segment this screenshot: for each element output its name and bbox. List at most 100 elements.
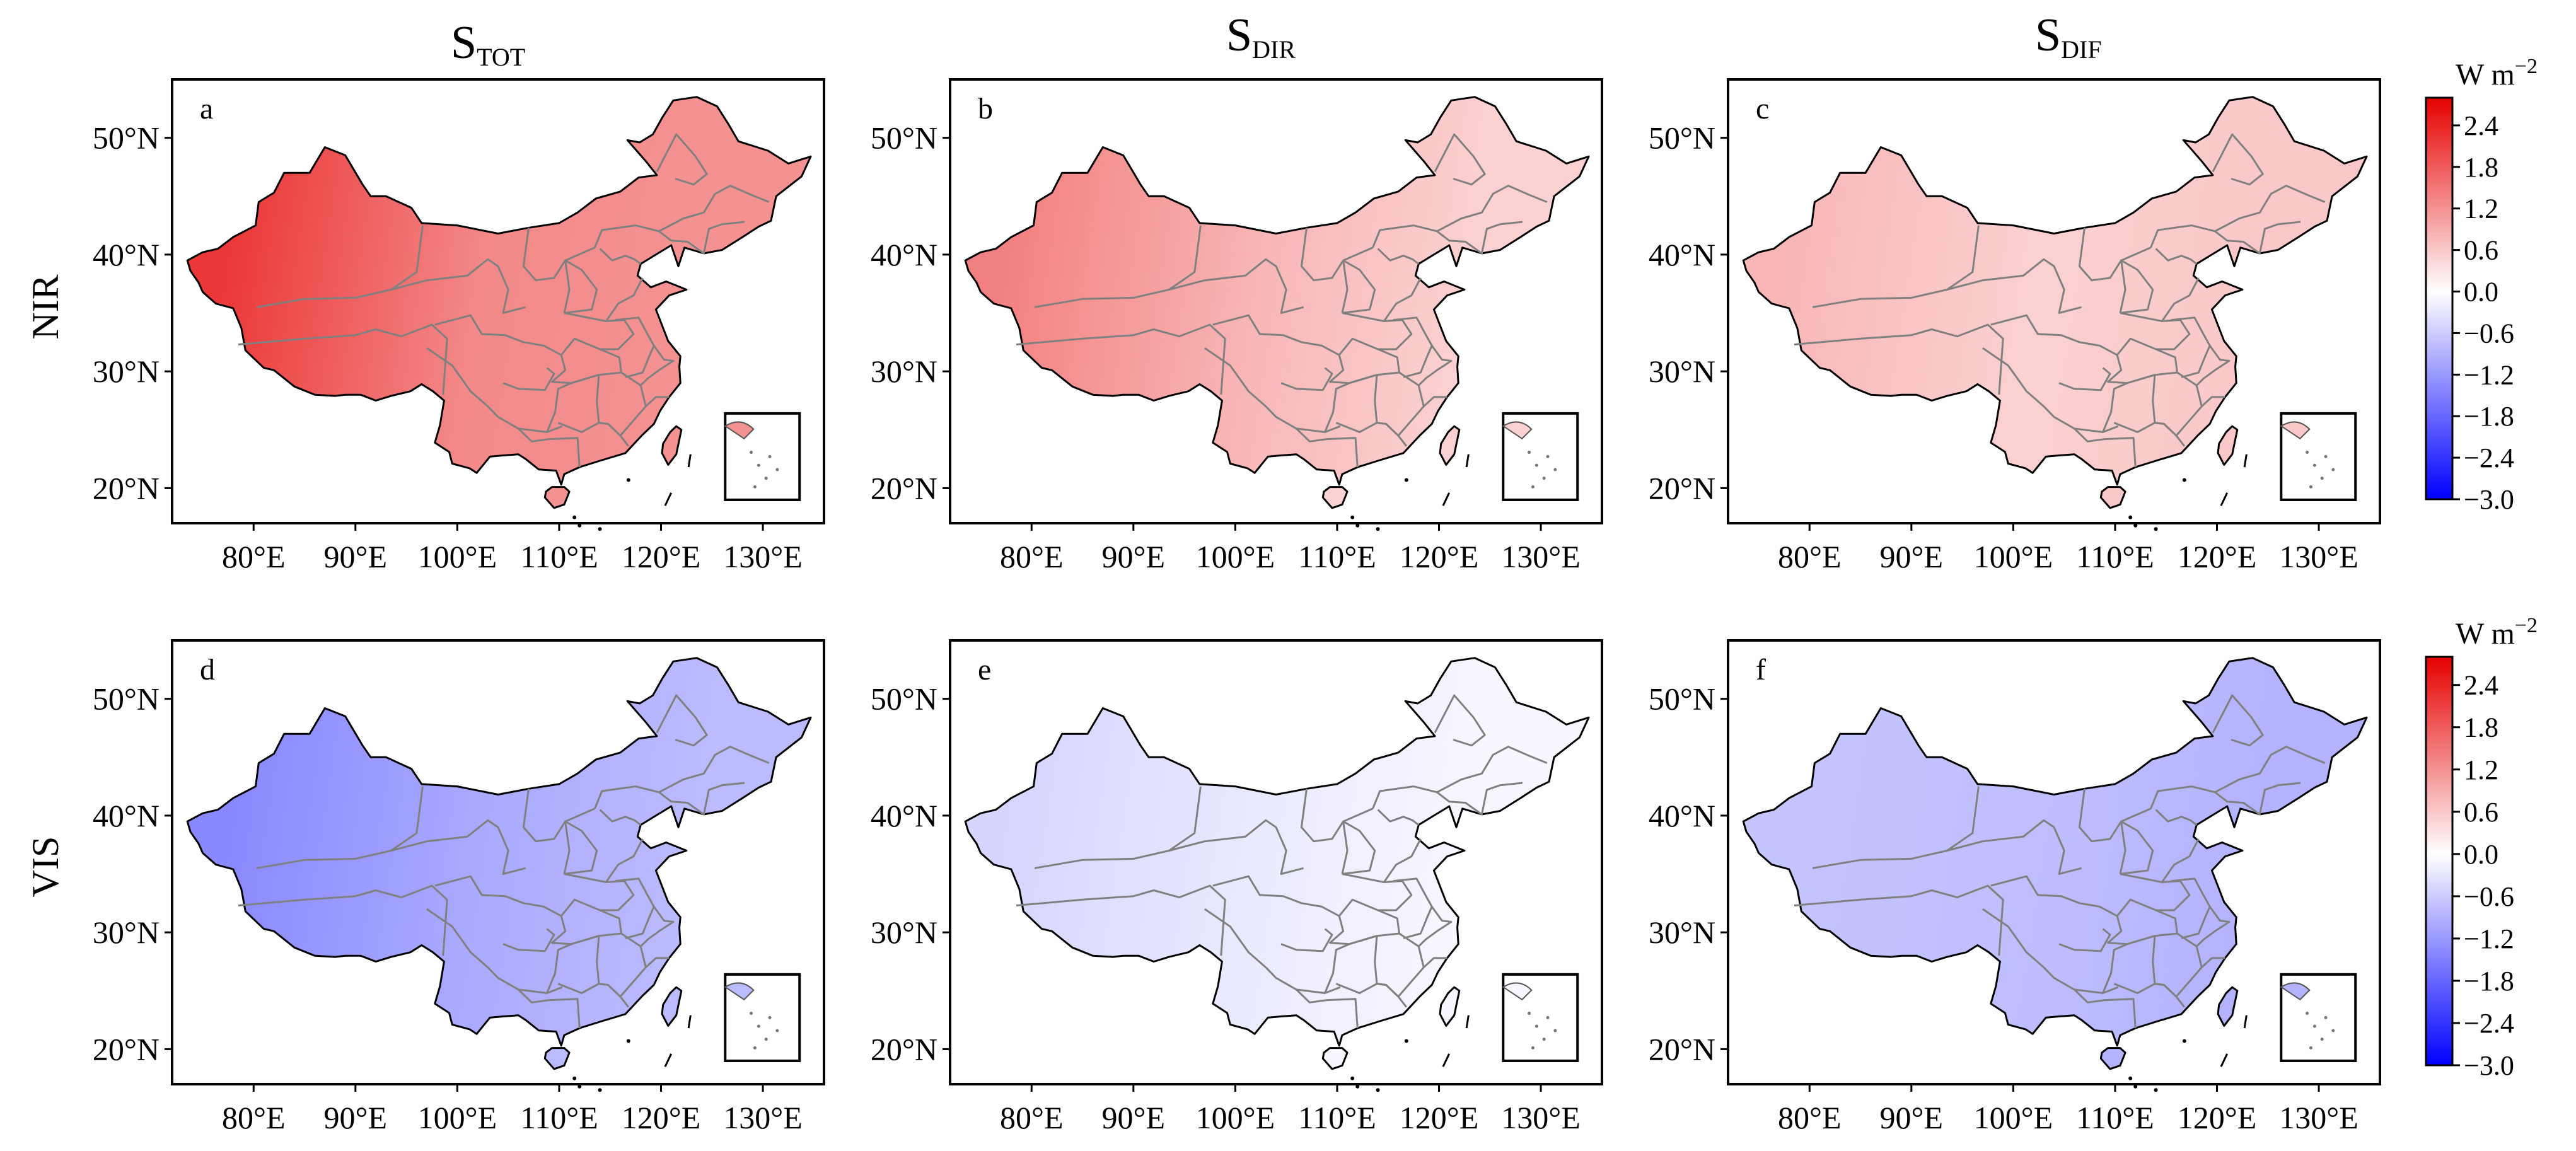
province-boundary xyxy=(1794,884,2004,956)
taiwan-island xyxy=(661,986,683,1027)
colorbar-unit: W m−2 xyxy=(2456,614,2538,651)
inset-island-dot xyxy=(753,485,757,489)
inset-island-dot xyxy=(2320,477,2324,480)
taiwan-island xyxy=(2217,425,2239,466)
colorbar-tick-label: −1.2 xyxy=(2464,359,2514,390)
inset-island-dot xyxy=(775,1029,779,1032)
province-boundary xyxy=(1212,875,1340,917)
x-tick-label: 90°E xyxy=(1102,1100,1166,1135)
province-boundary xyxy=(605,838,644,883)
inset-island-dot xyxy=(2320,1038,2324,1041)
island-dash xyxy=(664,1053,673,1067)
province-boundary xyxy=(1990,314,2118,356)
panel-frame xyxy=(171,78,825,524)
panel-label: d xyxy=(200,653,215,686)
province-boundary xyxy=(1016,884,1226,956)
island-dot xyxy=(598,527,602,531)
china-landmass xyxy=(964,96,1590,486)
x-tick-label: 100°E xyxy=(1196,1100,1275,1135)
x-tick-label: 80°E xyxy=(222,1100,286,1135)
x-tick-label: 80°E xyxy=(1778,1100,1842,1135)
province-boundary xyxy=(1341,259,1376,314)
x-tick-label: 120°E xyxy=(1400,1100,1479,1135)
province-boundary xyxy=(1372,185,1548,248)
island-dot xyxy=(577,523,582,528)
china-landmass xyxy=(1742,96,2368,486)
province-boundary xyxy=(1982,347,2119,433)
province-boundary xyxy=(2102,935,2155,994)
x-tick-label: 110°E xyxy=(1298,539,1376,574)
province-boundary xyxy=(1341,820,1376,875)
province-boundary xyxy=(1300,228,1374,282)
province-boundary xyxy=(1169,258,1304,314)
colorbar-vis: W m−2 2.4 1.8 1.2 0.6 0.0 −0.6 −1.2 −1.8 −2.4 −3.… xyxy=(2425,614,2538,1081)
province-boundary xyxy=(426,347,563,433)
y-tick-label: 40°N xyxy=(93,237,160,272)
colorbar-tick-label: −2.4 xyxy=(2464,1008,2514,1039)
x-tick-label: 120°E xyxy=(622,539,701,574)
province-boundary xyxy=(2201,957,2225,968)
x-tick-label: 110°E xyxy=(2076,1100,2154,1135)
province-boundary xyxy=(2119,259,2154,314)
y-tick-label: 30°N xyxy=(93,915,160,950)
hainan-island xyxy=(2099,1047,2126,1070)
province-boundary xyxy=(2161,838,2200,883)
x-tick-label: 90°E xyxy=(1880,539,1944,574)
province-boundary xyxy=(557,983,629,1008)
island-dot xyxy=(2133,523,2138,528)
panel-b: b 80°E 90°E 100°E 110°E 120°E 130°E 50°N 40°N 30°… xyxy=(871,78,1603,574)
province-boundary xyxy=(1335,983,1407,1008)
x-tick-label: 120°E xyxy=(2178,1100,2257,1135)
panel-frame xyxy=(949,639,1603,1085)
y-tick-label: 40°N xyxy=(871,237,937,272)
island-dot xyxy=(626,1039,630,1043)
province-boundary xyxy=(1947,819,2082,875)
inset-island-dot xyxy=(764,477,768,480)
inset-island-dot xyxy=(1528,1012,1531,1015)
province-boundary xyxy=(391,819,526,875)
x-tick-label: 130°E xyxy=(723,539,803,574)
panel-e: e 80°E 90°E 100°E 110°E 120°E 130°E 50°N 40°N 30°… xyxy=(871,639,1603,1135)
province-boundary xyxy=(1418,906,1453,947)
island-dot xyxy=(1355,523,1360,528)
x-tick-label: 130°E xyxy=(2279,539,2358,574)
inset-island-dot xyxy=(2331,468,2335,471)
island-dash xyxy=(687,454,692,468)
province-boundary xyxy=(256,786,424,869)
province-boundary xyxy=(1812,786,1980,869)
province-boundary xyxy=(658,221,745,255)
x-tick-label: 90°E xyxy=(324,539,388,574)
province-boundary xyxy=(2058,367,2111,391)
island-dash xyxy=(664,492,673,506)
inset-island-dot xyxy=(2306,1012,2309,1015)
inset-island-dot xyxy=(753,1046,757,1050)
inset-island-dot xyxy=(775,468,779,471)
inset-island-dot xyxy=(757,1024,760,1028)
province-boundary xyxy=(2212,133,2264,186)
island-dash xyxy=(2243,454,2248,468)
panel-a: a 80°E 90°E 100°E 110°E 120°E 130°E 50°N 40°N 30°… xyxy=(93,78,825,574)
province-boundary xyxy=(2058,928,2111,952)
y-tick-label: 40°N xyxy=(93,798,160,833)
island-dot xyxy=(598,1088,602,1092)
province-boundary xyxy=(2119,820,2154,875)
inset-island-dot xyxy=(1546,1015,1550,1019)
province-boundary xyxy=(2150,746,2326,809)
province-boundary xyxy=(518,427,581,468)
inset-island-dot xyxy=(2306,451,2309,454)
province-boundary xyxy=(238,884,448,956)
province-boundary xyxy=(1204,908,1341,994)
colorbar-unit: W m−2 xyxy=(2456,55,2538,91)
province-boundary xyxy=(1794,323,2004,395)
inset-coast xyxy=(2280,421,2311,440)
col-title-tot: STOT xyxy=(451,17,525,71)
colorbar-tick-label: 2.4 xyxy=(2464,110,2498,141)
province-boundary xyxy=(1034,786,1202,869)
province-boundary xyxy=(502,367,555,391)
china-landmass xyxy=(186,96,812,486)
inset-island-dot xyxy=(1531,1046,1535,1050)
province-boundary xyxy=(605,277,644,322)
inset-coast xyxy=(2280,982,2311,1001)
province-boundary xyxy=(594,185,770,248)
